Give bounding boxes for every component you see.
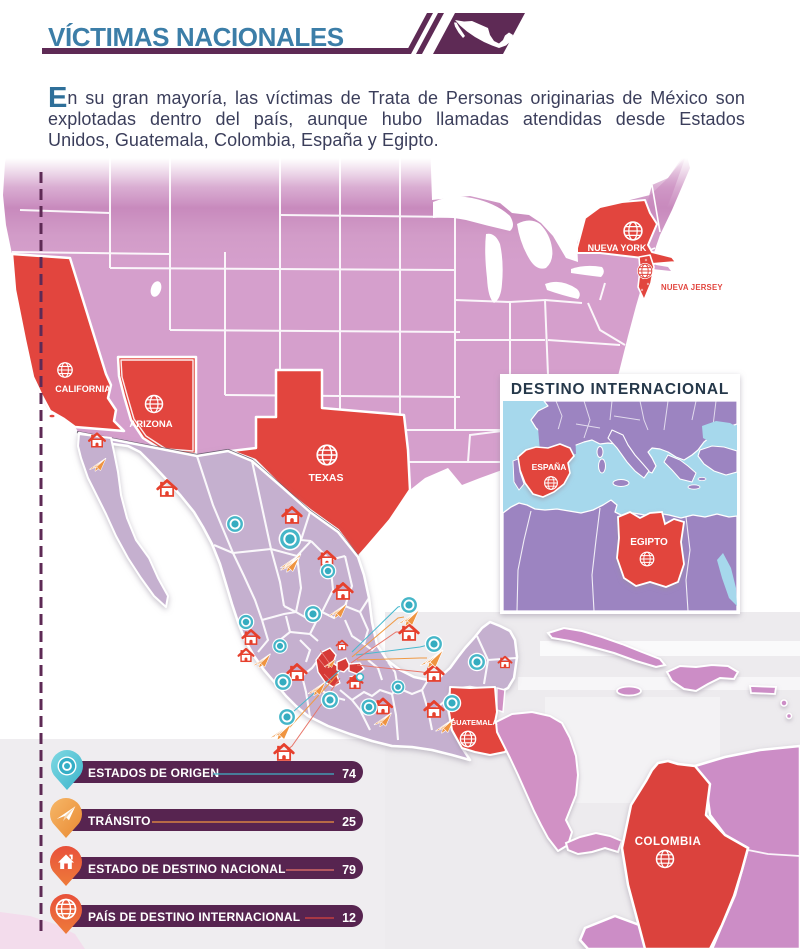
- svg-text:TRÁNSITO: TRÁNSITO: [88, 813, 151, 828]
- svg-text:25: 25: [342, 815, 356, 829]
- svg-text:CALIFORNIA: CALIFORNIA: [55, 384, 111, 394]
- svg-text:NUEVA YORK: NUEVA YORK: [588, 243, 647, 253]
- svg-text:ARIZONA: ARIZONA: [129, 419, 172, 430]
- svg-text:DESTINO INTERNACIONAL: DESTINO INTERNACIONAL: [511, 381, 729, 398]
- svg-text:79: 79: [342, 863, 356, 877]
- svg-text:74: 74: [342, 767, 356, 781]
- svg-text:12: 12: [342, 911, 356, 925]
- svg-text:NUEVA JERSEY: NUEVA JERSEY: [661, 283, 723, 292]
- svg-text:GUATEMALA: GUATEMALA: [450, 718, 498, 727]
- svg-text:ESPAÑA: ESPAÑA: [532, 462, 567, 472]
- svg-text:ESTADOS DE ORIGEN: ESTADOS DE ORIGEN: [88, 766, 219, 780]
- svg-text:COLOMBIA: COLOMBIA: [635, 836, 702, 848]
- svg-text:PAÍS DE DESTINO INTERNACIONAL: PAÍS DE DESTINO INTERNACIONAL: [88, 909, 300, 924]
- svg-text:TEXAS: TEXAS: [308, 472, 343, 484]
- svg-text:EGIPTO: EGIPTO: [630, 537, 668, 548]
- svg-text:ESTADO DE DESTINO NACIONAL: ESTADO DE DESTINO NACIONAL: [88, 862, 286, 876]
